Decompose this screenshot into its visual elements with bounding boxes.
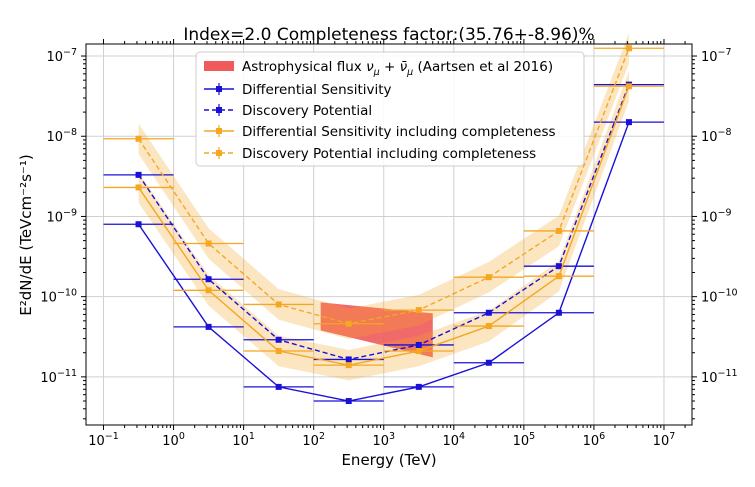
series-0-point <box>135 221 142 228</box>
y-axis-label: E²dN/dE (TeVcm⁻²s⁻¹) <box>17 154 35 315</box>
series-1-point <box>135 171 142 178</box>
series-2-point <box>275 348 282 355</box>
series-1-point <box>485 309 492 316</box>
y-tick-label: 10−7 <box>46 47 77 65</box>
x-tick-label: 102 <box>302 431 325 449</box>
x-tick-label: 101 <box>232 431 255 449</box>
y-tick-label: 10−10 <box>40 288 77 306</box>
y-tick-label-right: 10−8 <box>701 127 732 145</box>
legend-marker-series-1 <box>216 107 222 113</box>
series-2-point <box>345 362 352 369</box>
series-3-point <box>345 320 352 327</box>
x-tick-label: 104 <box>443 431 466 449</box>
series-3-point <box>415 307 422 314</box>
series-3-point <box>485 274 492 281</box>
series-3-point <box>205 240 212 247</box>
y-tick-label-right: 10−7 <box>701 47 732 65</box>
y-tick-label: 10−11 <box>40 368 77 386</box>
legend-label-series-2: Differential Sensitivity including compl… <box>242 124 556 140</box>
series-0-point <box>415 383 422 390</box>
y-tick-label: 10−8 <box>46 127 77 145</box>
y-tick-label-right: 10−10 <box>701 288 738 306</box>
legend-label-astro: Astrophysical flux νμ + ν̄μ (Aartsen et … <box>242 59 553 78</box>
legend-marker-series-3 <box>216 150 222 156</box>
series-1-point <box>205 276 212 283</box>
series-2-point <box>415 348 422 355</box>
y-tick-label: 10−9 <box>46 207 77 225</box>
legend-marker-series-2 <box>216 128 222 134</box>
legend-label-series-0: Differential Sensitivity <box>242 82 392 98</box>
x-tick-label: 100 <box>162 431 185 449</box>
series-0-point <box>345 398 352 405</box>
x-tick-label: 105 <box>513 431 536 449</box>
series-2-point <box>555 273 562 280</box>
series-1-point <box>345 356 352 363</box>
plot-area <box>103 32 664 405</box>
series-3-point <box>275 301 282 308</box>
axis-ticks: 10−1 100 101 102 103 104 105 106 107 10−11 10−11 10… <box>40 39 738 449</box>
series-3-error-band <box>138 32 629 339</box>
series-0-point <box>485 359 492 366</box>
series-2-line <box>137 86 630 366</box>
legend: Astrophysical flux νμ + ν̄μ (Aartsen et … <box>195 51 585 167</box>
y-tick-label-right: 10−9 <box>701 207 732 225</box>
series-0-line <box>137 121 630 402</box>
y-tick-label-right: 10−11 <box>701 368 738 386</box>
series-0-point <box>275 383 282 390</box>
x-tick-label: 107 <box>653 431 676 449</box>
series-1-point <box>275 336 282 343</box>
series-2-error-band <box>138 70 629 381</box>
series-0-point <box>205 323 212 330</box>
x-tick-label: 103 <box>372 431 395 449</box>
legend-marker-series-0 <box>216 86 222 92</box>
series-3-point <box>555 227 562 234</box>
legend-swatch-astro <box>204 61 234 71</box>
legend-label-series-1: Discovery Potential <box>242 103 372 119</box>
series-1-point <box>555 263 562 270</box>
series-2-point <box>135 184 142 191</box>
series-2-point <box>485 323 492 330</box>
x-axis-label: Energy (TeV) <box>341 451 436 469</box>
astrophysical-flux-band <box>320 302 433 358</box>
series-1-point <box>415 341 422 348</box>
series-0-point <box>555 309 562 316</box>
x-tick-label: 106 <box>583 431 606 449</box>
series-3-point <box>135 135 142 142</box>
legend-box <box>195 51 585 167</box>
series-2-point <box>625 83 632 90</box>
x-tick-label: 10−1 <box>88 431 119 449</box>
series-3-point <box>625 45 632 52</box>
series-2-point <box>205 287 212 294</box>
series-0-point <box>625 119 632 126</box>
legend-label-series-3: Discovery Potential including completene… <box>242 146 536 162</box>
chart-title: Index=2.0 Completeness factor:(35.76+-8.… <box>183 25 594 45</box>
